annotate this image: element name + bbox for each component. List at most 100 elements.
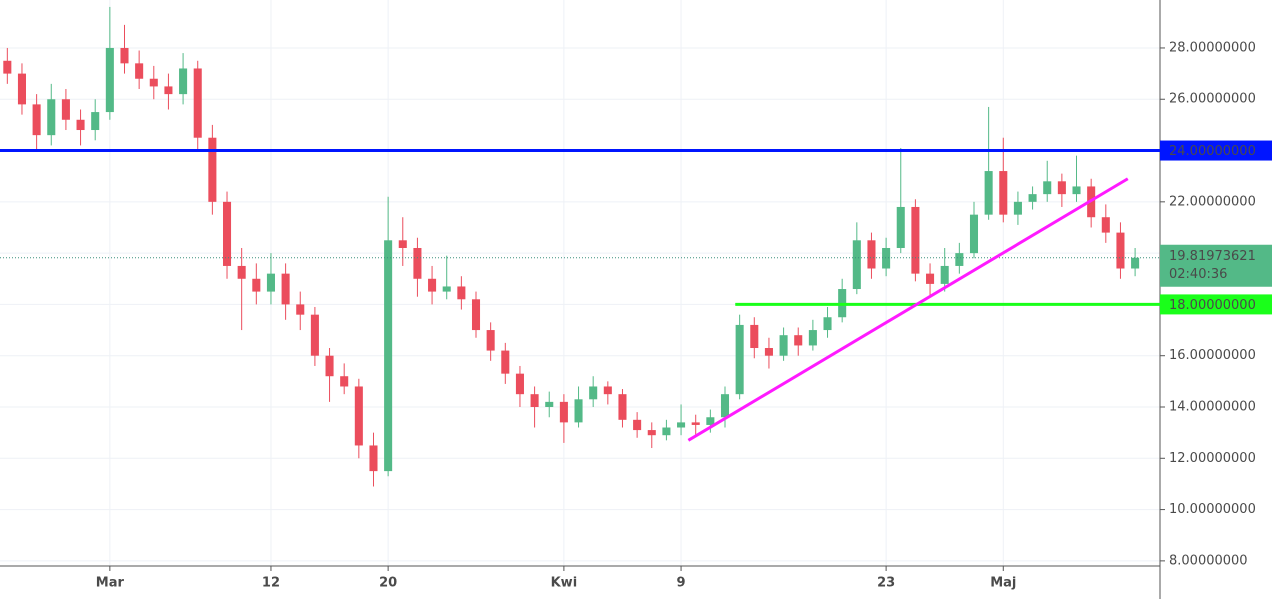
candle-body [999, 171, 1008, 215]
candle-body [384, 240, 393, 472]
countdown: 02:40:36 [1169, 267, 1227, 282]
candle-body [501, 350, 510, 374]
y-tick-label: 28.00000000 [1169, 40, 1256, 55]
candle-body [61, 99, 70, 120]
candle-body [559, 401, 568, 423]
candle-body [252, 278, 261, 292]
candle-body [633, 419, 642, 431]
candle-body [3, 60, 12, 74]
candle-body [1043, 181, 1052, 195]
x-tick-label: Mar [96, 576, 125, 591]
candle-body [882, 247, 891, 269]
candle-body [1028, 194, 1037, 202]
candle-body [1057, 181, 1066, 195]
level-label-box [1160, 140, 1272, 161]
candle-body [545, 401, 554, 407]
level-label: 18.00000000 [1169, 298, 1256, 313]
candle-body [120, 47, 129, 64]
last-price-box [1160, 244, 1272, 287]
candle-body [589, 386, 598, 400]
y-tick-label: 10.00000000 [1169, 502, 1256, 517]
candle-body [296, 304, 305, 315]
candle-body [969, 214, 979, 254]
candle-body [266, 273, 275, 292]
x-tick-label: 23 [877, 576, 895, 591]
candle-body [662, 427, 671, 436]
candle-body [852, 240, 861, 290]
candle-body [574, 399, 583, 423]
candle-body [398, 240, 407, 248]
y-tick-label: 22.00000000 [1169, 194, 1256, 209]
candle-body [911, 206, 920, 274]
candle-body [808, 330, 817, 346]
candle-body [310, 314, 319, 356]
candle-body [208, 137, 217, 202]
candle-body [1101, 217, 1110, 233]
candle-body [193, 68, 202, 138]
candle-body [486, 330, 495, 351]
candle-body [618, 394, 627, 420]
candle-body [91, 112, 100, 131]
candle-body [32, 104, 41, 136]
candle-body [735, 324, 744, 395]
candle-body [471, 299, 481, 331]
candle-body [896, 206, 905, 248]
candle-body [237, 265, 246, 279]
candle-body [325, 355, 334, 377]
candle-body [135, 63, 144, 79]
candle-body [677, 422, 686, 428]
candle-body [17, 73, 26, 105]
candle-body [1072, 186, 1081, 195]
candle-body [794, 335, 803, 346]
candle-body [764, 348, 773, 356]
y-tick-label: 16.00000000 [1169, 348, 1256, 363]
candle-body [47, 99, 56, 136]
candle-body [867, 240, 876, 269]
candle-body [1116, 232, 1125, 269]
candle-body [706, 417, 715, 425]
x-tick-label: Kwi [551, 576, 578, 591]
candle-body [984, 171, 993, 215]
candle-body [603, 386, 612, 395]
y-tick-label: 14.00000000 [1169, 399, 1256, 414]
y-tick-label: 26.00000000 [1169, 92, 1256, 107]
trendline [687, 177, 1129, 442]
candle-body [76, 119, 85, 131]
candle-body [779, 335, 788, 356]
candle-body [281, 273, 290, 305]
y-tick-label: 12.00000000 [1169, 451, 1256, 466]
candle-body [530, 394, 539, 407]
candle-body [105, 47, 114, 113]
candle-body [940, 265, 949, 284]
candle-body [1131, 257, 1140, 269]
candle-body [149, 78, 158, 87]
candle-body [955, 253, 964, 266]
x-tick-label: 9 [677, 576, 686, 591]
candle-body [926, 273, 935, 284]
x-tick-label: 12 [262, 576, 280, 591]
candle-body [354, 386, 363, 446]
candle-body [691, 422, 700, 425]
candle-body [179, 68, 188, 95]
x-tick-label: Maj [990, 576, 1016, 591]
candle-body [222, 201, 232, 266]
candle-body [1013, 201, 1022, 215]
x-tick-label: 20 [379, 576, 397, 591]
candle-body [369, 445, 378, 472]
candle-body [340, 376, 349, 387]
candle-body [720, 394, 730, 418]
candle-body [428, 278, 437, 292]
candle-body [750, 324, 759, 349]
candle-body [647, 430, 656, 436]
candle-body [442, 286, 451, 292]
level-label-box [1160, 294, 1272, 315]
level-label: 24.00000000 [1169, 144, 1256, 159]
candle-body [823, 317, 832, 331]
last-price-label: 19.81973621 [1169, 249, 1256, 264]
candle-body [457, 286, 466, 300]
candle-body [164, 86, 173, 95]
candle-body [413, 247, 422, 279]
y-tick-label: 8.00000000 [1169, 553, 1248, 568]
candle-body [515, 373, 524, 395]
